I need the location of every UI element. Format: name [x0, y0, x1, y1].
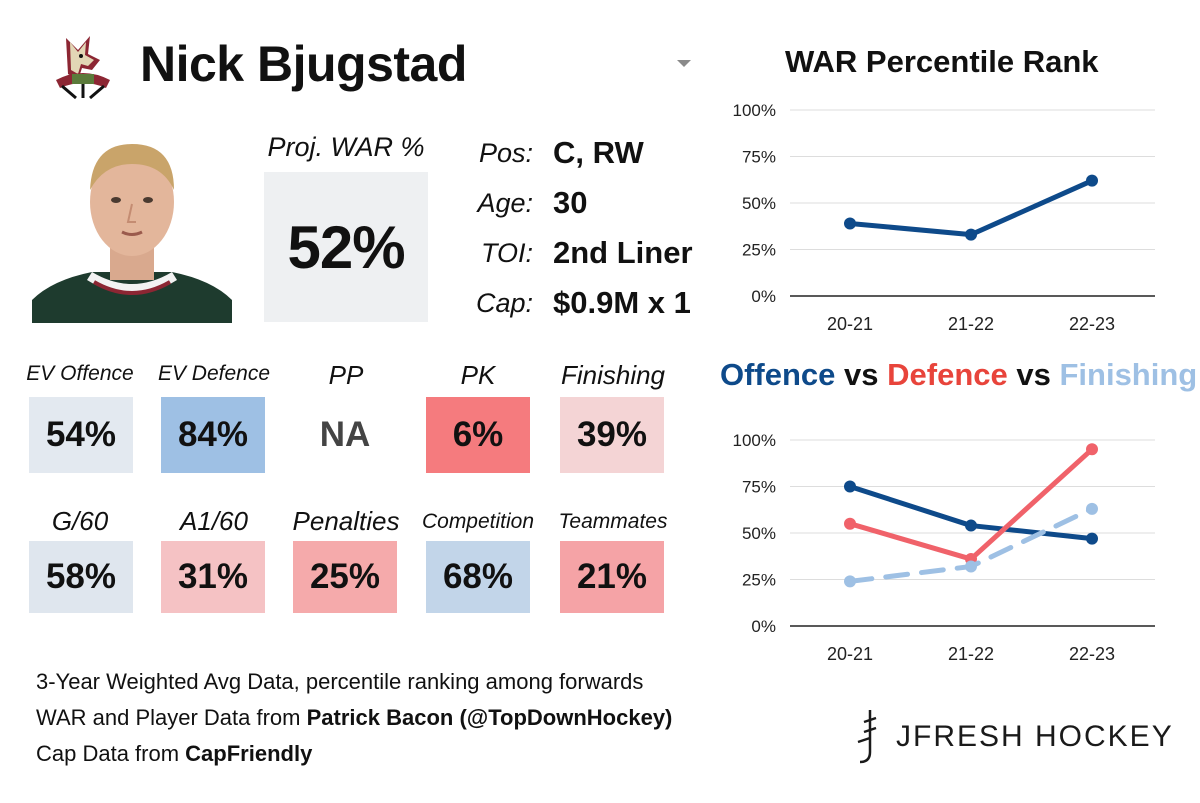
player-name: Nick Bjugstad	[140, 36, 467, 92]
team-logo	[48, 30, 118, 100]
footer-source-cap: CapFriendly	[185, 741, 313, 766]
data-point-defence	[1086, 443, 1098, 456]
player-info: Pos: C, RW Age: 30 TOI: 2nd Liner Cap: $…	[466, 128, 706, 328]
info-row-position: Pos: C, RW	[466, 128, 706, 178]
stat-label-pp: PP	[328, 360, 364, 390]
info-value: 30	[553, 185, 588, 220]
footer-line-1: 3-Year Weighted Avg Data, percentile ran…	[36, 669, 644, 694]
footer-line-3: Cap Data from CapFriendly	[36, 736, 672, 772]
chart2-title: Offence vs Defence vs Finishing	[720, 357, 1197, 393]
data-point-war	[965, 228, 977, 241]
data-point-offence	[965, 519, 977, 532]
series-line-defence	[847, 446, 1095, 562]
war-percentile-chart: 0% 25% 50% 75% 100% 20-21 21-22 22-23	[733, 101, 1155, 334]
footer-notes: 3-Year Weighted Avg Data, percentile ran…	[36, 664, 672, 772]
info-row-age: Age: 30	[466, 178, 706, 228]
info-key: Cap:	[475, 287, 533, 318]
player-headshot	[32, 130, 232, 323]
chart1-title: WAR Percentile Rank	[785, 44, 1099, 79]
footer-line-3-prefix: Cap Data from	[36, 741, 186, 766]
jfresh-logo-icon	[857, 710, 877, 764]
stat-label-teammates: Teammates	[558, 510, 668, 533]
data-point-finishing	[1086, 502, 1098, 515]
stat-box-pp: NA	[293, 397, 397, 473]
data-point-war	[844, 217, 856, 230]
stat-label-ev-defence: EV Defence	[157, 362, 271, 385]
stat-box-ev-offence: 54%	[29, 397, 133, 473]
y-tick-label: 100%	[733, 101, 776, 120]
x-tick-label: 20-21	[827, 314, 873, 334]
chart2-title-offence: Offence	[720, 357, 836, 392]
chart2-title-finishing: Finishing	[1059, 357, 1198, 392]
info-key: Pos:	[478, 137, 533, 168]
stat-box-competition: 68%	[426, 541, 530, 613]
x-tick-label: 20-21	[827, 644, 873, 664]
info-key: Age:	[477, 187, 533, 218]
x-tick-label: 22-23	[1069, 644, 1115, 664]
player-select-chevron-down-icon[interactable]	[677, 60, 691, 67]
footer-line-2: WAR and Player Data from Patrick Bacon (…	[36, 700, 672, 736]
stat-label-penalties: Penalties	[292, 506, 400, 536]
info-row-toi: TOI: 2nd Liner	[466, 228, 706, 278]
data-point-finishing	[844, 575, 856, 588]
coyote-logo-icon	[56, 36, 110, 100]
chart2-title-vs-2: vs	[1007, 357, 1060, 392]
info-row-cap: Cap: $0.9M x 1	[466, 278, 706, 328]
x-tick-label: 21-22	[948, 314, 994, 334]
data-point-finishing	[965, 560, 977, 573]
proj-war-box: 52%	[264, 172, 428, 322]
chart2-title-defence: Defence	[887, 357, 1008, 392]
stat-box-pk: 6%	[426, 397, 530, 473]
stat-box-g60: 58%	[29, 541, 133, 613]
stat-box-penalties: 25%	[293, 541, 397, 613]
y-tick-label: 100%	[733, 431, 776, 450]
stat-box-ev-defence: 84%	[161, 397, 265, 473]
data-point-offence	[844, 480, 856, 493]
y-tick-label: 50%	[742, 194, 776, 213]
stat-label-competition: Competition	[421, 510, 535, 533]
stat-label-ev-offence: EV Offence	[26, 362, 134, 385]
data-point-offence	[1086, 532, 1098, 545]
stat-label-g60: G/60	[51, 506, 109, 536]
footer-line-2-prefix: WAR and Player Data from	[36, 705, 307, 730]
brand-name: JFRESH HOCKEY	[896, 720, 1174, 753]
stat-box-teammates: 21%	[560, 541, 664, 613]
stat-box-finishing: 39%	[560, 397, 664, 473]
footer-source-war: Patrick Bacon (@TopDownHockey)	[306, 705, 673, 730]
brand-mark: JFRESH HOCKEY	[852, 708, 1174, 766]
y-tick-label: 25%	[742, 241, 776, 260]
stat-label-finishing: Finishing	[560, 360, 666, 390]
info-value: $0.9M x 1	[553, 285, 691, 320]
info-value: C, RW	[553, 135, 644, 170]
proj-war-label: Proj. WAR %	[267, 132, 425, 162]
y-tick-label: 50%	[742, 524, 776, 543]
info-key: TOI:	[480, 237, 533, 268]
y-tick-label: 0%	[751, 617, 776, 636]
chart2-title-vs-1: vs	[835, 357, 888, 392]
y-tick-label: 75%	[742, 478, 776, 497]
x-tick-label: 22-23	[1069, 314, 1115, 334]
series-line-war	[847, 178, 1095, 238]
data-point-defence	[844, 517, 856, 530]
info-value: 2nd Liner	[553, 235, 693, 270]
x-tick-label: 21-22	[948, 644, 994, 664]
stat-box-a160: 31%	[161, 541, 265, 613]
proj-war-value: 52%	[287, 213, 405, 281]
y-tick-label: 75%	[742, 148, 776, 167]
y-tick-label: 0%	[751, 287, 776, 306]
offence-defence-finishing-chart: 0% 25% 50% 75% 100% 20-21 21-22 22-23	[733, 431, 1155, 664]
data-point-war	[1086, 174, 1098, 187]
y-tick-label: 25%	[742, 571, 776, 590]
stat-label-a160: A1/60	[180, 506, 248, 536]
stat-label-pk: PK	[460, 360, 496, 390]
